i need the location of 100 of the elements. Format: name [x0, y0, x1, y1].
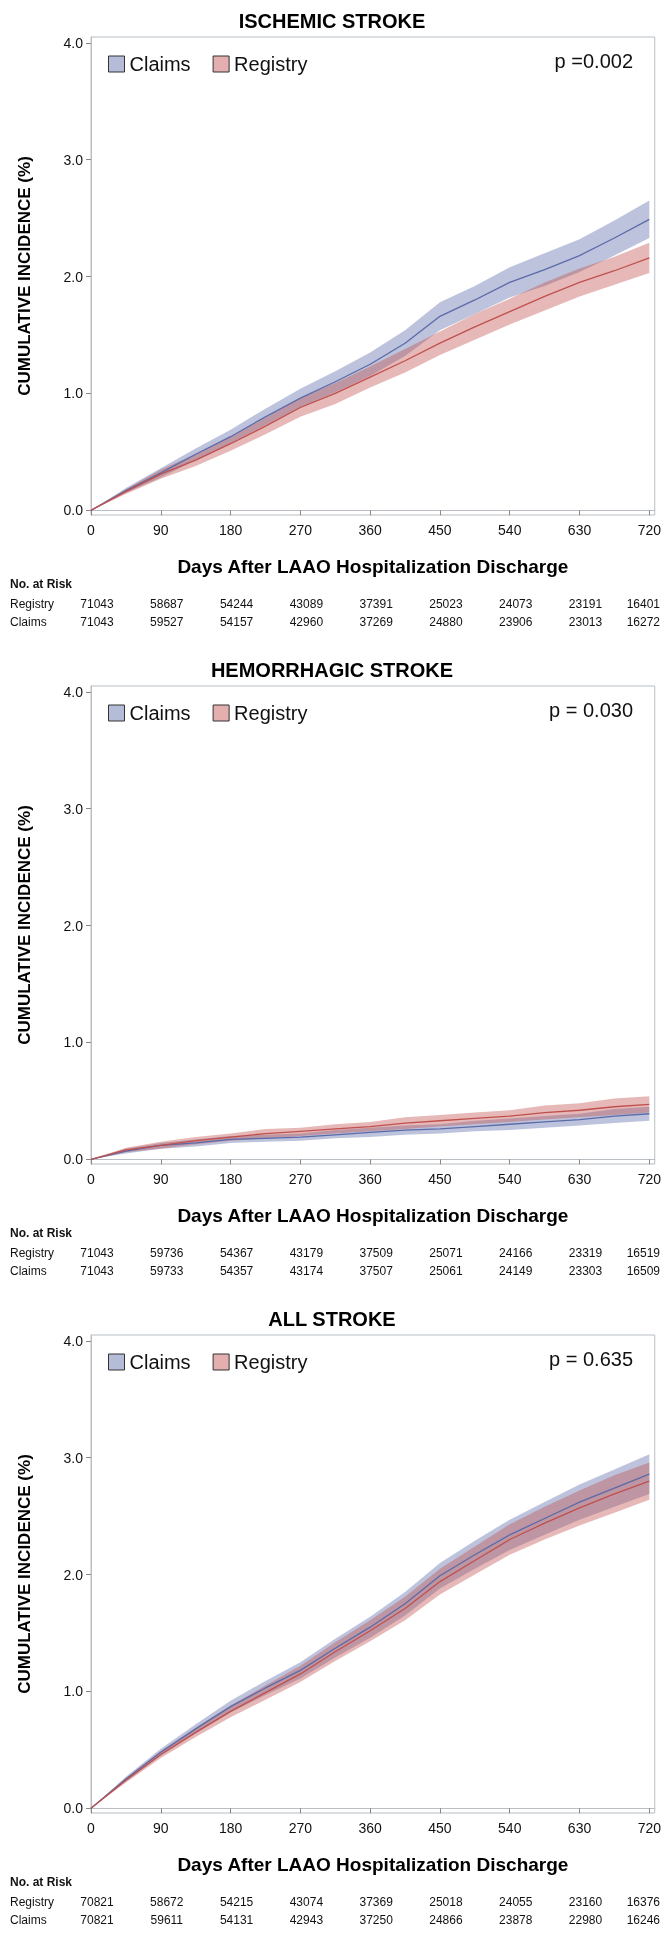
- text: 16272: [626, 615, 661, 629]
- text: 54157: [219, 615, 254, 629]
- annotation: p = 0.635: [549, 1348, 633, 1370]
- x-tick-label: 720: [637, 1820, 662, 1836]
- chart-title: HEMORRHAGIC STROKE: [210, 659, 454, 681]
- text: 24880: [429, 615, 463, 629]
- y-tick-label: 2.0: [63, 268, 84, 285]
- text: 23303: [568, 1264, 603, 1278]
- text: 24149: [499, 1264, 533, 1278]
- x-tick-label: 270: [288, 1171, 313, 1187]
- legend-label: Registry: [234, 53, 308, 75]
- annotation: p = 0.030: [549, 699, 633, 721]
- legend-label: Registry: [234, 702, 308, 724]
- text: 59736: [150, 1246, 184, 1260]
- annotation: p =0.002: [554, 50, 634, 72]
- text: 43089: [289, 597, 324, 611]
- text: No. at Risk: [10, 1875, 73, 1889]
- text: 37369: [359, 1895, 394, 1909]
- text: 71043: [80, 1264, 115, 1278]
- text: 37391: [359, 597, 394, 611]
- x-tick-label: 630: [567, 522, 592, 538]
- text: Claims: [10, 1264, 47, 1278]
- x-tick-label: 630: [567, 1171, 592, 1187]
- text: 58672: [150, 1895, 184, 1909]
- x-tick-label: 540: [498, 522, 522, 538]
- text: 37507: [359, 1264, 394, 1278]
- text: 24166: [499, 1246, 533, 1260]
- text: Claims: [10, 1913, 47, 1927]
- y-tick-label: 1.0: [63, 1034, 84, 1051]
- y-tick-label: 0.0: [63, 1800, 84, 1817]
- x-tick-label: 90: [153, 522, 169, 538]
- y-axis-title: CUMULATIVE INCIDENCE (%): [15, 805, 34, 1045]
- text: 71043: [80, 615, 115, 629]
- text: 59733: [150, 1264, 184, 1278]
- text: 70821: [80, 1895, 115, 1909]
- x-axis-title: Days After LAAO Hospitalization Discharge: [177, 1854, 569, 1875]
- y-tick-label: 2.0: [63, 1566, 84, 1583]
- x-tick-label: 90: [153, 1171, 169, 1187]
- x-tick-label: 90: [153, 1820, 169, 1836]
- x-tick-label: 720: [637, 522, 662, 538]
- text: 58687: [150, 597, 184, 611]
- text: 71043: [80, 1246, 115, 1260]
- text: Registry: [10, 1246, 55, 1260]
- text: 24866: [429, 1913, 463, 1927]
- text: 22980: [568, 1913, 603, 1927]
- y-tick-label: 3.0: [63, 1449, 84, 1466]
- text: 16246: [626, 1913, 661, 1927]
- y-tick-label: 0.0: [63, 502, 84, 519]
- text: 23160: [568, 1895, 603, 1909]
- x-tick-label: 0: [87, 1171, 96, 1187]
- text: 23013: [568, 615, 603, 629]
- x-tick-label: 360: [358, 1171, 383, 1187]
- y-tick-label: 4.0: [63, 683, 84, 700]
- text: 54367: [219, 1246, 254, 1260]
- x-axis-title: Days After LAAO Hospitalization Discharge: [177, 1205, 569, 1226]
- text: No. at Risk: [10, 1226, 73, 1240]
- chart-title: ISCHEMIC STROKE: [238, 10, 426, 32]
- x-tick-label: 270: [288, 522, 313, 538]
- x-tick-label: 450: [428, 522, 452, 538]
- y-tick-label: 1.0: [63, 1683, 84, 1700]
- y-tick-label: 0.0: [63, 1151, 84, 1168]
- text: 54357: [219, 1264, 254, 1278]
- text: 25018: [429, 1895, 463, 1909]
- x-tick-label: 720: [637, 1171, 662, 1187]
- legend-label: Claims: [129, 702, 191, 724]
- text: 23191: [568, 597, 603, 611]
- text: 37509: [359, 1246, 394, 1260]
- text: 54131: [219, 1913, 254, 1927]
- text: No. at Risk: [10, 577, 73, 591]
- text: 59527: [150, 615, 184, 629]
- text: 37250: [359, 1913, 394, 1927]
- text: 24073: [499, 597, 533, 611]
- text: 16376: [626, 1895, 661, 1909]
- x-tick-label: 180: [218, 1820, 243, 1836]
- x-tick-label: 450: [428, 1820, 452, 1836]
- y-axis-title: CUMULATIVE INCIDENCE (%): [15, 1454, 34, 1694]
- y-tick-label: 4.0: [63, 1332, 84, 1349]
- text: 16401: [626, 597, 661, 611]
- text: 71043: [80, 597, 115, 611]
- x-tick-label: 0: [87, 1820, 96, 1836]
- x-tick-label: 180: [218, 1171, 243, 1187]
- text: 54215: [219, 1895, 254, 1909]
- text: 59611: [150, 1913, 184, 1927]
- y-tick-label: 3.0: [63, 151, 84, 168]
- y-tick-label: 1.0: [63, 385, 84, 402]
- x-tick-label: 270: [288, 1820, 313, 1836]
- text: Registry: [10, 1895, 55, 1909]
- text: Registry: [10, 597, 55, 611]
- text: 43074: [289, 1895, 324, 1909]
- text: 42960: [289, 615, 324, 629]
- y-tick-label: 4.0: [63, 34, 84, 51]
- x-tick-label: 540: [498, 1820, 522, 1836]
- y-tick-label: 3.0: [63, 800, 84, 817]
- legend-label: Registry: [234, 1351, 308, 1373]
- text: 23878: [499, 1913, 533, 1927]
- x-axis-title: Days After LAAO Hospitalization Discharge: [177, 556, 569, 577]
- text: 16519: [626, 1246, 661, 1260]
- text: 16509: [626, 1264, 661, 1278]
- x-tick-label: 360: [358, 522, 383, 538]
- text: 43179: [289, 1246, 324, 1260]
